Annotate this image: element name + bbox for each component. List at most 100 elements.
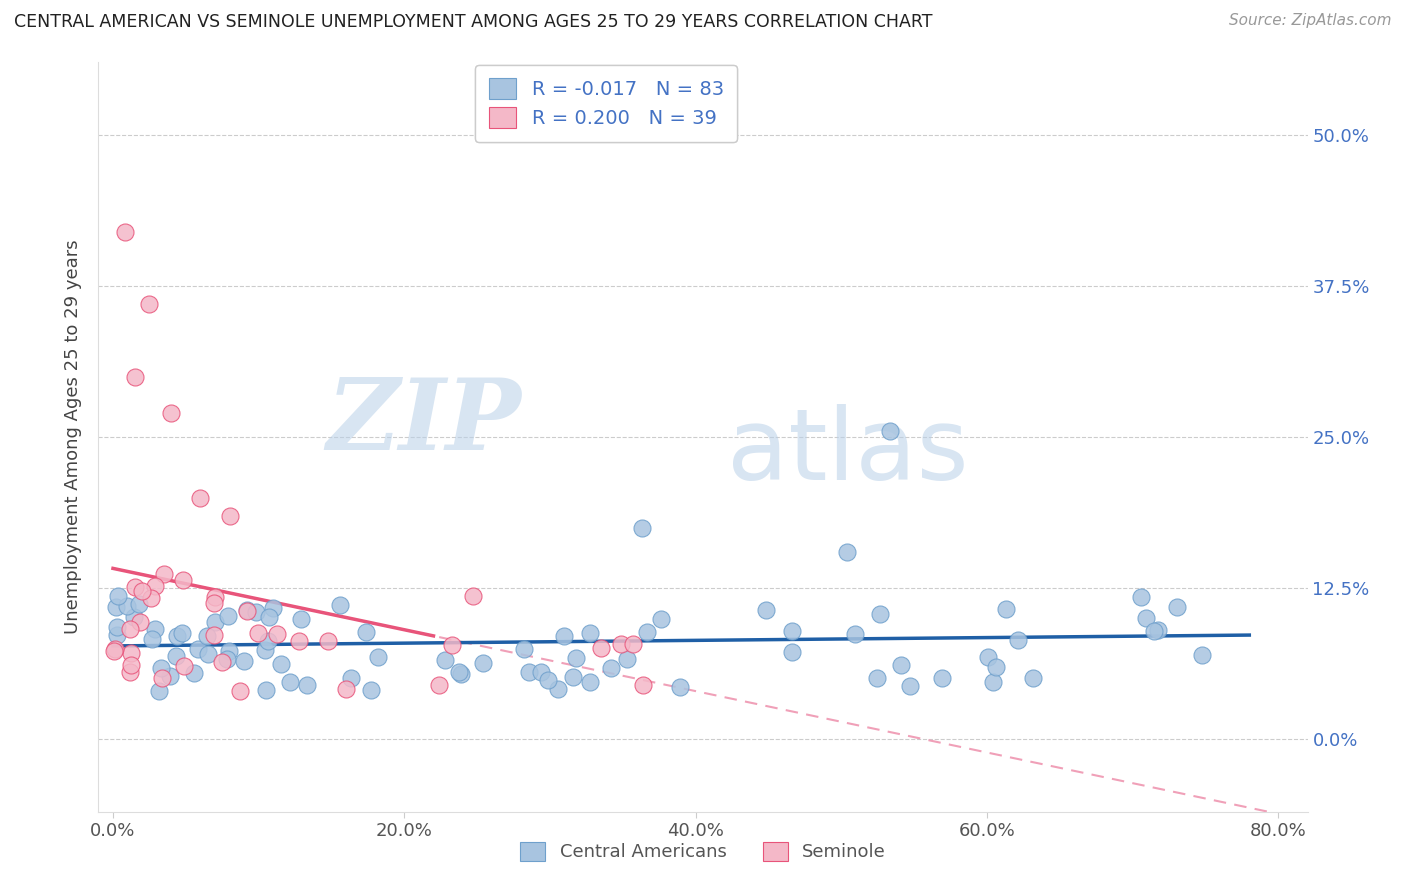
Point [103, 644, 125, 658]
Point [780, 624, 803, 639]
Legend: R = -0.017   N = 83, R = 0.200   N = 39: R = -0.017 N = 83, R = 0.200 N = 39 [475, 64, 737, 142]
Point [335, 681, 357, 696]
Point [246, 626, 269, 640]
Point [295, 677, 318, 691]
Point [202, 596, 225, 610]
Point [256, 634, 278, 648]
Point [290, 612, 312, 626]
Point [105, 620, 128, 634]
Point [128, 615, 150, 630]
Point [173, 658, 195, 673]
Point [434, 653, 457, 667]
Point [1147, 623, 1170, 637]
Point [190, 491, 212, 505]
Text: Source: ZipAtlas.com: Source: ZipAtlas.com [1229, 13, 1392, 29]
Point [124, 369, 146, 384]
Point [631, 521, 654, 535]
Point [537, 673, 560, 687]
Point [600, 661, 623, 675]
Point [105, 628, 128, 642]
Point [1166, 600, 1188, 615]
Text: CENTRAL AMERICAN VS SEMINOLE UNEMPLOYMENT AMONG AGES 25 TO 29 YEARS CORRELATION : CENTRAL AMERICAN VS SEMINOLE UNEMPLOYMEN… [14, 13, 932, 31]
Point [427, 678, 450, 692]
Point [138, 297, 160, 311]
Point [517, 665, 540, 679]
Point [104, 600, 127, 615]
Point [844, 627, 866, 641]
Point [447, 665, 470, 679]
Point [139, 591, 162, 606]
Point [143, 622, 166, 636]
Point [650, 612, 672, 626]
Y-axis label: Unemployment Among Ages 25 to 29 years: Unemployment Among Ages 25 to 29 years [65, 240, 83, 634]
Point [128, 598, 150, 612]
Point [215, 651, 238, 665]
Point [461, 589, 484, 603]
Point [150, 671, 173, 685]
Point [1191, 648, 1213, 662]
Point [204, 615, 226, 630]
Point [1007, 632, 1029, 647]
Point [120, 657, 142, 672]
Text: ZIP: ZIP [326, 374, 522, 470]
Point [977, 649, 1000, 664]
Point [553, 629, 575, 643]
Point [898, 680, 921, 694]
Point [340, 671, 363, 685]
Point [354, 624, 377, 639]
Point [266, 627, 288, 641]
Point [262, 601, 284, 615]
Point [254, 683, 277, 698]
Point [236, 604, 259, 618]
Point [115, 599, 138, 613]
Point [131, 584, 153, 599]
Point [579, 675, 602, 690]
Text: atlas: atlas [727, 403, 969, 500]
Point [610, 637, 633, 651]
Point [631, 678, 654, 692]
Point [104, 642, 127, 657]
Point [148, 683, 170, 698]
Point [232, 654, 254, 668]
Point [589, 641, 612, 656]
Point [986, 660, 1008, 674]
Point [124, 610, 146, 624]
Point [1129, 590, 1152, 604]
Point [530, 665, 553, 679]
Point [669, 680, 692, 694]
Point [931, 671, 953, 685]
Point [170, 626, 193, 640]
Point [149, 661, 172, 675]
Point [440, 638, 463, 652]
Point [835, 545, 858, 559]
Point [218, 508, 240, 523]
Point [1021, 671, 1043, 685]
Point [869, 607, 891, 621]
Point [512, 642, 534, 657]
Point [564, 651, 586, 665]
Point [159, 669, 181, 683]
Point [755, 602, 778, 616]
Point [866, 671, 889, 685]
Point [879, 424, 901, 438]
Point [245, 605, 267, 619]
Point [118, 622, 141, 636]
Point [124, 580, 146, 594]
Point [141, 632, 163, 646]
Point [172, 573, 194, 587]
Point [621, 637, 644, 651]
Point [152, 566, 174, 581]
Point [780, 645, 803, 659]
Point [1143, 624, 1166, 638]
Point [166, 629, 188, 643]
Point [257, 610, 280, 624]
Point [183, 666, 205, 681]
Point [360, 683, 382, 698]
Point [280, 675, 302, 690]
Point [254, 642, 277, 657]
Point [547, 682, 569, 697]
Point [114, 225, 136, 239]
Point [983, 675, 1005, 690]
Point [204, 590, 226, 604]
Point [107, 589, 129, 603]
